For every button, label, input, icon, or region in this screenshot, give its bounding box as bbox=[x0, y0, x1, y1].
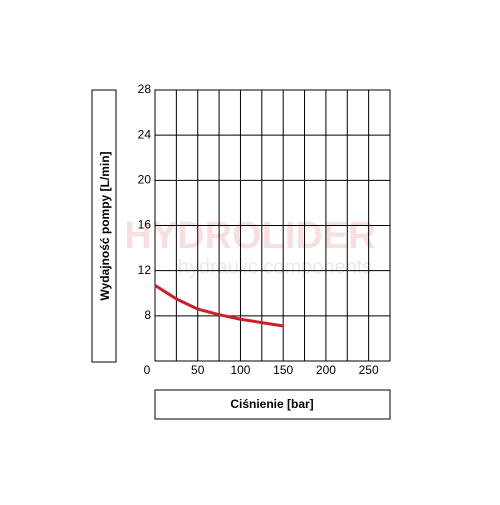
y-tick-label: 20 bbox=[138, 173, 152, 187]
x-tick-label: 150 bbox=[273, 363, 293, 377]
x-tick-label: 50 bbox=[191, 363, 205, 377]
x-tick-label: 250 bbox=[359, 363, 379, 377]
y-tick-label: 16 bbox=[138, 218, 152, 232]
y-label-box bbox=[91, 89, 117, 363]
watermark: HYDROLIDER hydraulic components bbox=[124, 215, 375, 278]
x-tick-label: 100 bbox=[230, 363, 250, 377]
y-tick-label: 8 bbox=[144, 308, 151, 322]
plot-frame bbox=[154, 89, 391, 362]
x-tick-label: 0 bbox=[144, 363, 151, 377]
x-tick-label: 200 bbox=[316, 363, 336, 377]
y-tick-label: 24 bbox=[138, 127, 152, 141]
y-tick-label: 28 bbox=[138, 82, 152, 96]
y-tick-label: 12 bbox=[138, 263, 152, 277]
line-series bbox=[154, 284, 284, 328]
x-axis-label: Ciśnienie [bar] bbox=[230, 397, 313, 411]
watermark-title: HYDROLIDER bbox=[124, 215, 375, 257]
y-axis-label: Wydajność pompy [L/min] bbox=[98, 151, 112, 300]
x-label-box bbox=[154, 389, 391, 420]
watermark-subtitle: hydraulic components bbox=[178, 256, 373, 278]
